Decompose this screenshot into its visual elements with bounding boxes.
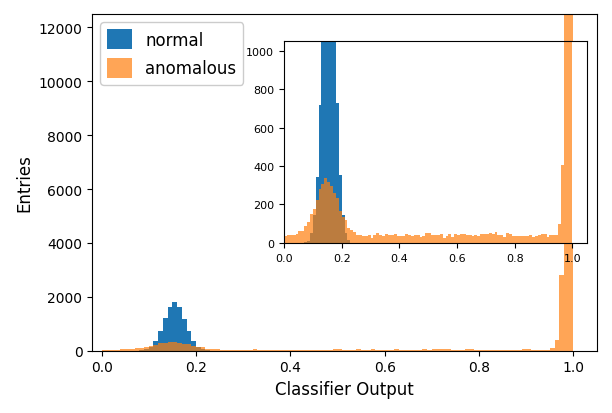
Legend: normal, anomalous: normal, anomalous (100, 23, 244, 85)
X-axis label: Classifier Output: Classifier Output (275, 380, 414, 398)
Polygon shape (102, 302, 573, 351)
Y-axis label: Entries: Entries (15, 154, 33, 212)
Polygon shape (102, 0, 573, 351)
